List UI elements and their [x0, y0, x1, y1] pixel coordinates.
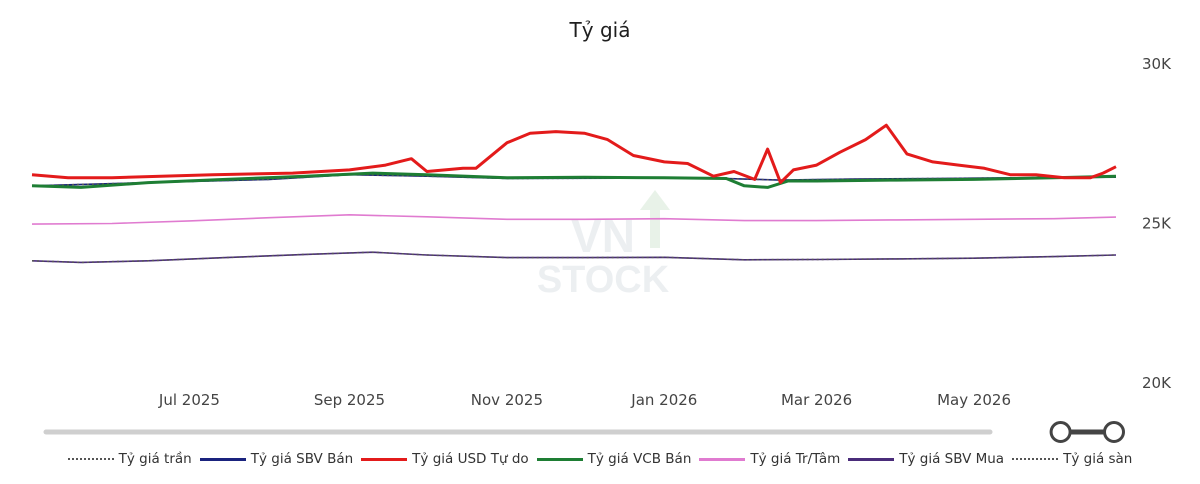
- legend-label: Tỷ giá VCB Bán: [587, 451, 692, 467]
- legend-item[interactable]: Tỷ giá trần: [67, 451, 192, 467]
- slider-handle-start[interactable]: [1049, 421, 1072, 443]
- legend-item[interactable]: Tỷ giá Tr/Tâm: [699, 451, 840, 467]
- y-tick-label: 30K: [1142, 55, 1172, 73]
- series-line-5: [31, 214, 1117, 225]
- x-tick-label: Jul 2025: [158, 391, 220, 409]
- y-tick-label: 20K: [1142, 374, 1172, 392]
- watermark: VN STOCK: [537, 190, 670, 301]
- x-tick-label: Jan 2026: [630, 391, 697, 409]
- legend-swatch: [1012, 458, 1059, 460]
- legend-item[interactable]: Tỷ giá SBV Bán: [199, 451, 354, 467]
- x-axis: Jul 2025 Sep 2025 Nov 2025 Jan 2026 Mar 2026…: [158, 391, 1011, 409]
- chart-svg: VN STOCK 30K 25K 20K Jul 2025 Sep 2025 Nov 2…: [31, 55, 1172, 443]
- watermark-stock: STOCK: [537, 259, 670, 301]
- legend-item[interactable]: Tỷ giá SBV Mua: [848, 451, 1004, 467]
- legend-swatch: [67, 458, 114, 460]
- plot-lines: [31, 123, 1117, 264]
- x-tick-label: Mar 2026: [781, 391, 852, 409]
- legend-label: Tỷ giá SBV Bán: [250, 451, 354, 467]
- slider-handle-end[interactable]: [1103, 421, 1125, 443]
- x-tick-label: Nov 2025: [471, 391, 543, 409]
- series-line-6: [31, 251, 1117, 264]
- legend-item[interactable]: Tỷ giá VCB Bán: [536, 451, 692, 467]
- series-line-4: [31, 171, 1117, 189]
- y-axis: 30K 25K 20K: [1142, 55, 1172, 392]
- watermark-vn: VN: [571, 210, 635, 262]
- chart-title: Tỷ giá: [569, 18, 631, 42]
- legend-swatch: [536, 457, 583, 461]
- x-tick-label: Sep 2025: [314, 391, 385, 409]
- range-slider[interactable]: [43, 421, 1125, 443]
- legend-item[interactable]: Tỷ giá sàn: [1012, 451, 1132, 467]
- legend-swatch: [699, 457, 746, 461]
- legend-label: Tỷ giá SBV Mua: [899, 451, 1005, 467]
- legend-swatch: [848, 457, 895, 461]
- legend-label: Tỷ giá sàn: [1063, 451, 1133, 467]
- y-tick-label: 25K: [1142, 215, 1172, 233]
- legend-label: Tỷ giá Tr/Tâm: [750, 451, 841, 467]
- series-line-3: [31, 123, 1117, 185]
- legend-label: Tỷ giá USD Tự do: [412, 451, 529, 467]
- x-tick-label: May 2026: [937, 391, 1011, 409]
- legend-item[interactable]: Tỷ giá USD Tự do: [361, 451, 529, 467]
- legend-swatch: [361, 457, 408, 461]
- legend-label: Tỷ giá trần: [118, 451, 192, 467]
- legend-swatch: [199, 457, 246, 461]
- legend: Tỷ giá trần Tỷ giá SBV Bán Tỷ giá USD Tự d…: [0, 451, 1200, 467]
